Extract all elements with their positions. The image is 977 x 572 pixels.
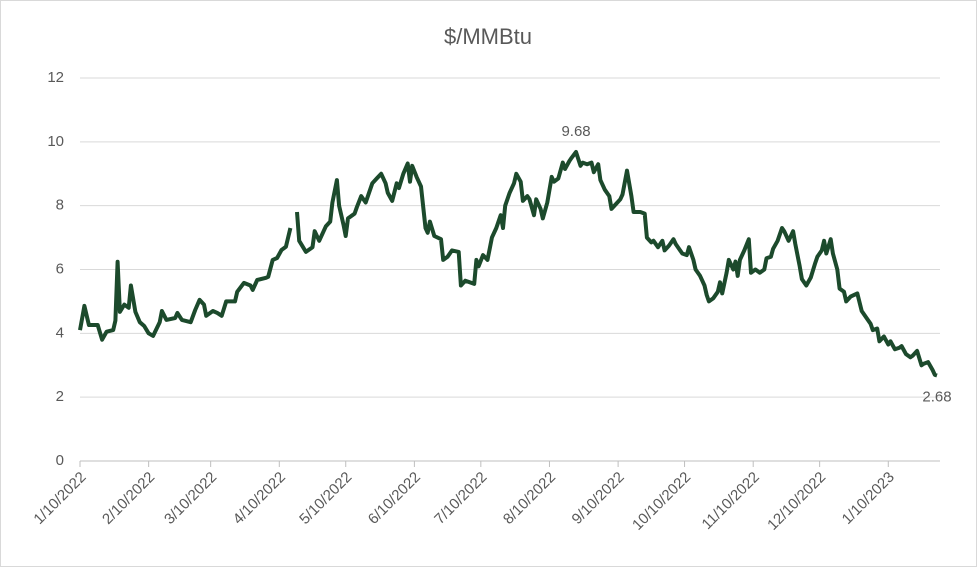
y-tick-label: 6 xyxy=(56,260,64,277)
y-tick-label: 4 xyxy=(56,324,64,341)
y-tick-label: 0 xyxy=(56,452,64,469)
chart-title: $/MMBtu xyxy=(444,24,532,49)
y-tick-label: 8 xyxy=(56,197,64,214)
y-tick-label: 10 xyxy=(47,133,64,150)
y-tick-label: 2 xyxy=(56,388,64,405)
price-line xyxy=(78,150,938,378)
y-tick-label: 12 xyxy=(47,69,64,86)
data-label: 9.68 xyxy=(561,123,590,140)
data-label: 2.68 xyxy=(922,388,951,405)
